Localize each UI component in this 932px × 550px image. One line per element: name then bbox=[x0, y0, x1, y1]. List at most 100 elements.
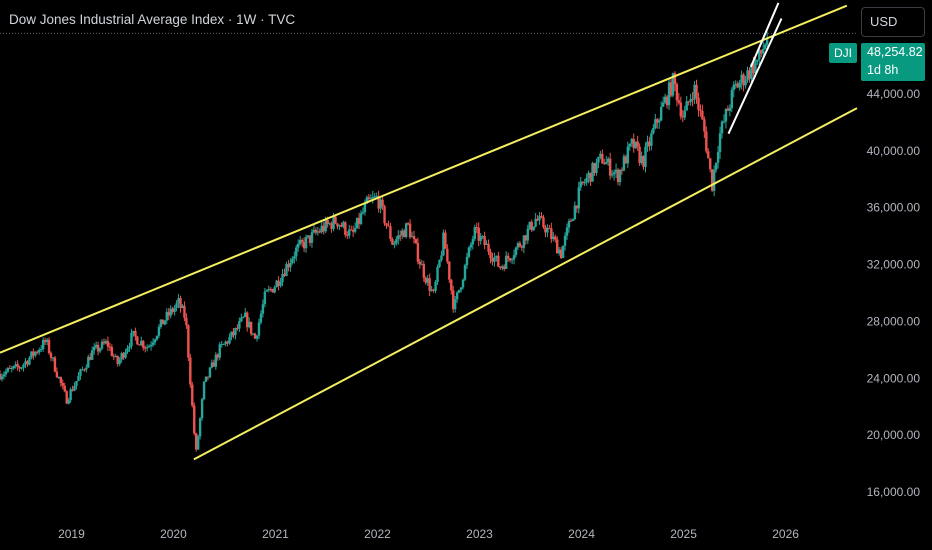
candle-body bbox=[705, 131, 708, 152]
candle-body bbox=[187, 325, 190, 358]
candle-body bbox=[722, 121, 726, 123]
candle-body bbox=[218, 344, 221, 358]
candle-body bbox=[263, 291, 267, 305]
candle-body bbox=[332, 216, 335, 229]
channel-upper[interactable] bbox=[749, 2, 780, 68]
candle-body bbox=[279, 281, 282, 286]
candle-body bbox=[295, 247, 298, 257]
candle-body bbox=[491, 258, 494, 262]
candle-body bbox=[762, 48, 765, 54]
candle-body bbox=[510, 259, 514, 261]
candle-body bbox=[659, 106, 663, 121]
candle-body bbox=[632, 138, 635, 149]
candle-body bbox=[200, 399, 204, 419]
candle-body bbox=[297, 243, 300, 248]
candle-body bbox=[571, 219, 575, 221]
candle-body bbox=[369, 198, 373, 200]
candle-body bbox=[328, 223, 331, 225]
candle-body bbox=[524, 235, 528, 241]
candle-body bbox=[504, 255, 508, 269]
candle-body bbox=[681, 116, 684, 118]
candle-body bbox=[359, 213, 363, 224]
candle-body bbox=[22, 364, 25, 368]
candle-body bbox=[230, 331, 233, 338]
candle-body bbox=[198, 418, 202, 437]
candle-body bbox=[754, 61, 757, 74]
candle-body bbox=[497, 255, 500, 267]
candle-body bbox=[118, 359, 121, 364]
candle-body bbox=[693, 84, 696, 100]
candle-body bbox=[214, 354, 218, 367]
candle-body bbox=[185, 317, 188, 326]
candle-body bbox=[406, 223, 410, 225]
candle-body bbox=[608, 158, 612, 176]
candle-body bbox=[53, 357, 57, 372]
upper-trendline[interactable] bbox=[0, 4, 848, 354]
candle-body bbox=[450, 279, 453, 291]
channel-lower[interactable] bbox=[727, 18, 783, 135]
candle-body bbox=[673, 73, 677, 85]
candle-body bbox=[165, 312, 168, 321]
candle-body bbox=[132, 330, 135, 334]
candle-body bbox=[77, 375, 80, 381]
candle-body bbox=[330, 223, 333, 229]
candle-body bbox=[438, 259, 441, 267]
candle-body bbox=[556, 239, 559, 254]
candle-body bbox=[81, 369, 84, 371]
candle-body bbox=[401, 230, 404, 236]
candle-body bbox=[251, 333, 255, 335]
candle-body bbox=[10, 368, 13, 370]
candle-body bbox=[626, 146, 630, 164]
candle-body bbox=[622, 156, 626, 171]
candle-body bbox=[620, 169, 624, 171]
candle-body bbox=[720, 121, 724, 134]
candle-body bbox=[679, 102, 683, 117]
candle-body bbox=[563, 235, 567, 246]
candle-body bbox=[453, 299, 457, 310]
candle-body bbox=[697, 97, 700, 110]
currency-button[interactable]: USD bbox=[861, 7, 925, 37]
candle-body bbox=[444, 232, 447, 249]
candle-body bbox=[287, 264, 290, 268]
candle-body bbox=[361, 212, 365, 214]
candle-body bbox=[395, 239, 398, 244]
candle-body bbox=[167, 312, 170, 316]
candle-body bbox=[412, 236, 416, 239]
candle-body bbox=[557, 249, 561, 254]
candle-body bbox=[202, 381, 206, 400]
candle-body bbox=[546, 228, 549, 233]
last-price-value: 48,254.82 bbox=[867, 45, 923, 59]
candle-body bbox=[508, 258, 512, 261]
candle-body bbox=[249, 321, 253, 334]
candle-body bbox=[399, 235, 402, 237]
lower-trendline[interactable] bbox=[193, 107, 858, 461]
candle-body bbox=[247, 321, 251, 328]
candle-body bbox=[487, 243, 490, 252]
candle-body bbox=[528, 221, 531, 229]
candle-body bbox=[536, 218, 539, 221]
candle-body bbox=[340, 225, 343, 227]
candle-body bbox=[32, 351, 35, 356]
candle-body bbox=[261, 304, 265, 314]
candle-body bbox=[140, 340, 143, 346]
candle-body bbox=[226, 341, 229, 344]
candle-body bbox=[106, 340, 110, 347]
candle-body bbox=[159, 319, 163, 327]
candle-body bbox=[542, 217, 545, 228]
candle-body bbox=[34, 351, 37, 356]
candle-body bbox=[57, 376, 61, 378]
candle-body bbox=[83, 369, 86, 371]
candle-body bbox=[663, 96, 667, 103]
candle-body bbox=[726, 109, 730, 111]
candle-body bbox=[554, 236, 557, 240]
candle-body bbox=[163, 320, 167, 325]
candle-body bbox=[14, 364, 17, 367]
candle-body bbox=[183, 305, 186, 318]
candle-body bbox=[181, 305, 184, 308]
candle-body bbox=[530, 221, 533, 231]
candle-body bbox=[12, 366, 15, 369]
candle-body bbox=[763, 44, 767, 49]
trendline-drawings bbox=[0, 2, 858, 461]
candle-body bbox=[194, 433, 198, 450]
